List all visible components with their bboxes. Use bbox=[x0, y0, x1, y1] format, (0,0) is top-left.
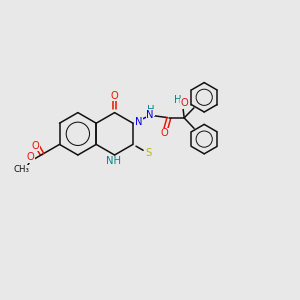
Text: NH: NH bbox=[106, 157, 121, 166]
Text: O: O bbox=[111, 91, 119, 101]
Text: O: O bbox=[26, 152, 34, 162]
Text: O: O bbox=[181, 98, 189, 108]
Text: N: N bbox=[146, 110, 154, 120]
Text: O: O bbox=[32, 141, 39, 151]
Text: H: H bbox=[174, 95, 182, 105]
Text: CH₃: CH₃ bbox=[14, 165, 29, 174]
Text: S: S bbox=[145, 148, 152, 158]
Text: N: N bbox=[135, 117, 142, 127]
Text: H: H bbox=[147, 105, 155, 115]
Text: O: O bbox=[161, 128, 169, 138]
